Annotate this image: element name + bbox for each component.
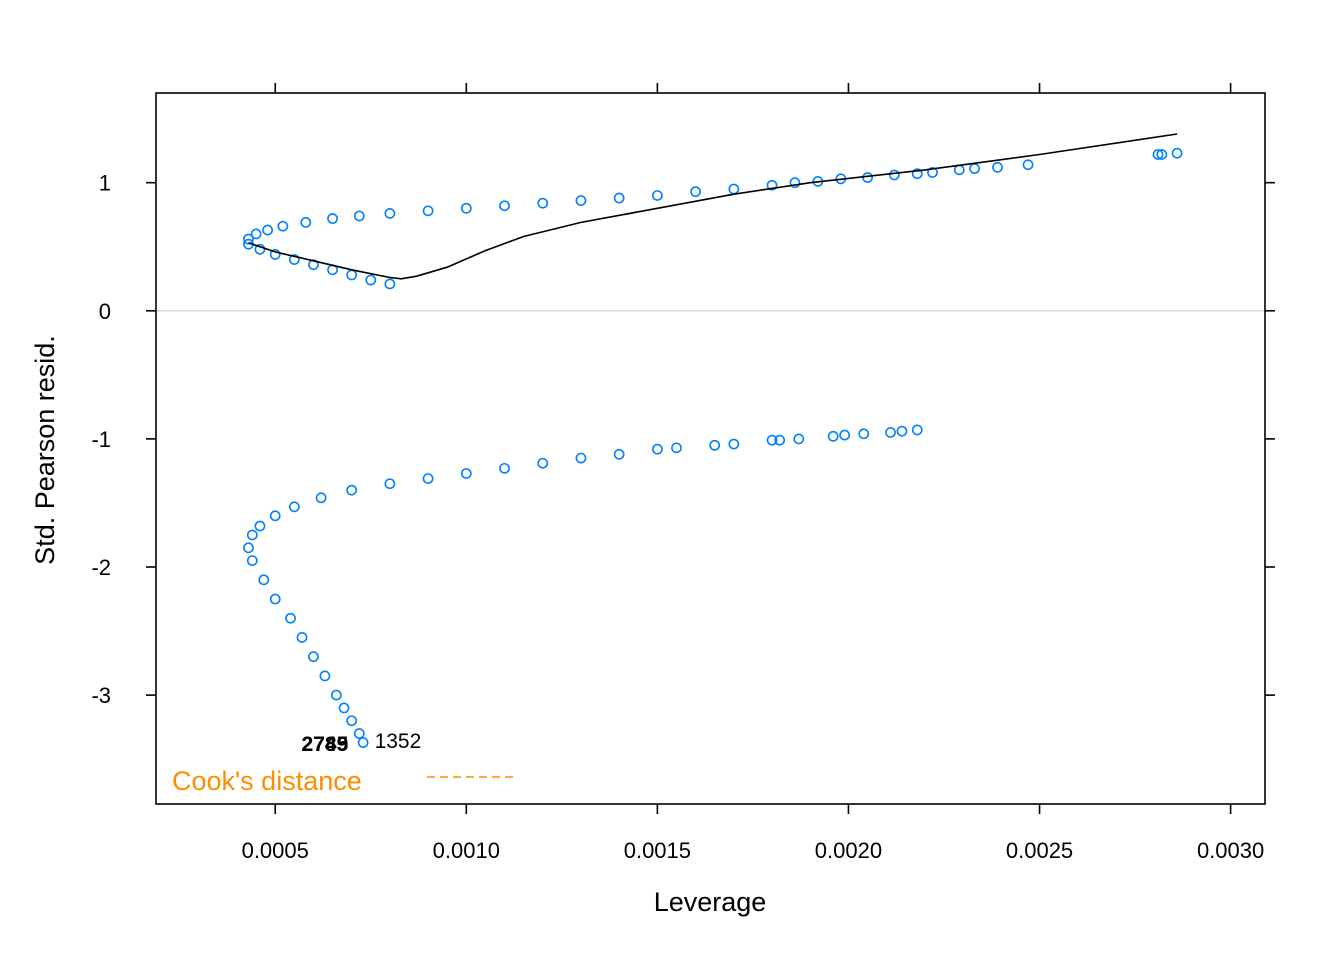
data-point bbox=[254, 243, 266, 255]
data-point bbox=[246, 555, 258, 566]
x-tick-label: 0.0025 bbox=[1006, 838, 1073, 863]
data-point bbox=[911, 168, 923, 180]
point-label-2745: 2745 bbox=[302, 733, 349, 756]
data-point bbox=[254, 520, 266, 532]
data-point bbox=[346, 715, 358, 727]
data-point bbox=[911, 424, 923, 436]
data-point bbox=[315, 492, 327, 504]
data-point bbox=[296, 632, 308, 643]
data-point bbox=[246, 529, 258, 541]
data-point bbox=[1171, 147, 1183, 159]
data-point bbox=[357, 737, 369, 748]
y-tick-label: 0 bbox=[99, 299, 111, 324]
data-point bbox=[499, 462, 510, 474]
data-point bbox=[1152, 149, 1164, 160]
data-point bbox=[269, 593, 281, 605]
data-point bbox=[885, 427, 896, 438]
ticks-layer: 0.0005 0.0010 0.0015 0.0020 0.0025 0.0030 -3 -2… bbox=[91, 83, 1275, 863]
data-point bbox=[258, 574, 270, 586]
data-point bbox=[243, 542, 254, 554]
data-point bbox=[338, 702, 350, 714]
data-point bbox=[728, 438, 740, 450]
data-point bbox=[384, 478, 396, 490]
data-point bbox=[839, 429, 851, 441]
y-axis-label: Std. Pearson resid. bbox=[30, 335, 60, 565]
data-point bbox=[269, 249, 281, 260]
data-point bbox=[927, 167, 938, 178]
data-point bbox=[537, 457, 549, 469]
data-point bbox=[613, 448, 625, 460]
y-tick-label: -1 bbox=[91, 427, 111, 452]
data-point bbox=[793, 433, 805, 445]
data-point bbox=[262, 224, 273, 236]
data-point bbox=[774, 434, 786, 446]
data-point bbox=[651, 443, 663, 455]
data-point bbox=[1156, 149, 1168, 160]
data-point bbox=[288, 501, 300, 513]
data-point bbox=[709, 439, 721, 451]
data-point bbox=[499, 200, 510, 212]
data-point bbox=[789, 177, 801, 189]
data-point bbox=[888, 169, 900, 181]
data-point bbox=[896, 425, 908, 437]
data-point bbox=[422, 473, 434, 485]
data-point bbox=[250, 228, 262, 240]
data-point bbox=[460, 468, 472, 479]
data-point bbox=[365, 274, 377, 286]
y-tick-label: 1 bbox=[99, 171, 111, 196]
data-point bbox=[766, 179, 778, 191]
x-tick-label: 0.0010 bbox=[433, 838, 500, 863]
x-tick-label: 0.0005 bbox=[242, 838, 309, 863]
data-point bbox=[575, 452, 587, 464]
data-point bbox=[330, 689, 342, 701]
data-point bbox=[671, 442, 682, 454]
data-point bbox=[992, 161, 1003, 173]
x-axis-label: Leverage bbox=[654, 887, 767, 917]
data-point bbox=[353, 210, 365, 222]
x-tick-label: 0.0030 bbox=[1197, 838, 1264, 863]
data-point bbox=[300, 216, 312, 228]
data-point bbox=[858, 428, 870, 440]
data-point bbox=[269, 510, 281, 522]
data-point bbox=[1022, 159, 1034, 171]
data-point bbox=[346, 484, 358, 496]
cooks-distance-legend: Cook's distance bbox=[172, 766, 514, 796]
data-point bbox=[575, 195, 587, 207]
data-point bbox=[353, 728, 365, 739]
point-label-2789: 2789 bbox=[302, 733, 349, 756]
data-point bbox=[613, 192, 625, 204]
data-point bbox=[690, 186, 701, 198]
data-point bbox=[319, 670, 331, 682]
data-point bbox=[288, 254, 300, 265]
data-point bbox=[422, 205, 434, 217]
data-point bbox=[285, 612, 296, 624]
data-point bbox=[308, 651, 319, 663]
x-tick-label: 0.0015 bbox=[624, 838, 691, 863]
data-point bbox=[766, 434, 778, 446]
data-point bbox=[277, 220, 289, 232]
data-point bbox=[384, 278, 396, 290]
plot-frame bbox=[155, 92, 1266, 805]
data-point bbox=[460, 202, 472, 214]
data-point bbox=[384, 208, 396, 219]
legend-label: Cook's distance bbox=[172, 766, 362, 796]
data-point bbox=[827, 430, 839, 442]
x-tick-label: 0.0020 bbox=[815, 838, 882, 863]
data-point bbox=[651, 190, 663, 201]
y-tick-label: -2 bbox=[91, 555, 111, 580]
y-tick-label: -3 bbox=[91, 683, 111, 708]
data-point bbox=[537, 197, 549, 209]
data-point bbox=[327, 213, 338, 224]
smooth-fit-line bbox=[248, 133, 1178, 280]
point-label-1352: 1352 bbox=[375, 730, 422, 753]
